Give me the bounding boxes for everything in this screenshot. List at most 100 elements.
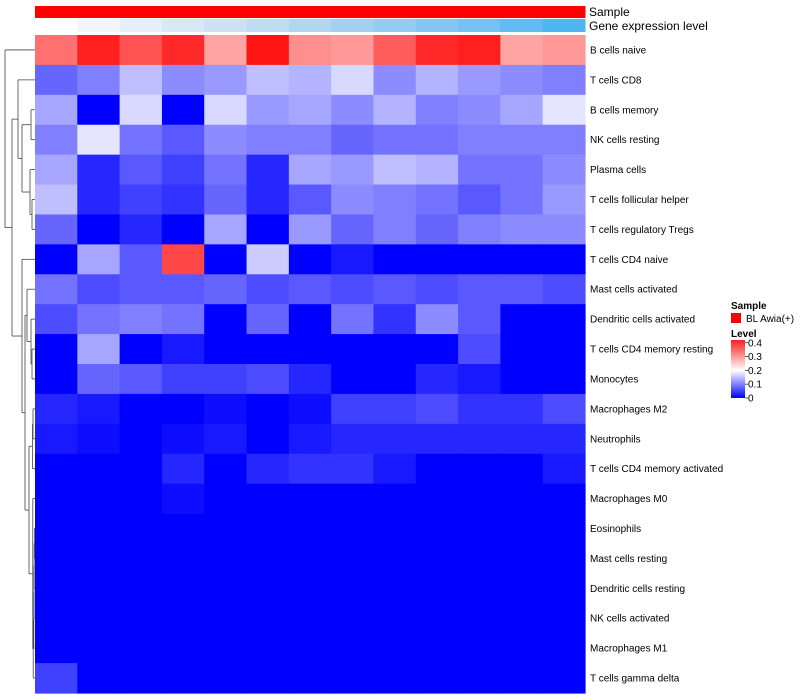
heatmap-cell bbox=[331, 244, 375, 275]
heatmap-cell bbox=[500, 543, 544, 574]
legend-level-title: Level bbox=[731, 329, 757, 340]
heatmap-cell bbox=[458, 154, 501, 186]
heatmap-cell bbox=[161, 453, 205, 485]
heatmap-cell bbox=[458, 304, 501, 335]
heatmap-cell bbox=[246, 633, 290, 664]
heatmap-cell bbox=[373, 513, 417, 545]
heatmap-cell bbox=[542, 633, 586, 664]
annotation-cell bbox=[35, 6, 78, 18]
heatmap-cell bbox=[35, 423, 78, 455]
heatmap-cell bbox=[77, 543, 121, 574]
heatmap-cell bbox=[373, 393, 417, 425]
row-label: T cells CD4 naive bbox=[590, 255, 669, 266]
heatmap-cell bbox=[119, 94, 163, 126]
heatmap-cell bbox=[119, 453, 163, 485]
heatmap-cell bbox=[246, 214, 290, 245]
heatmap-cell bbox=[77, 154, 121, 186]
heatmap-cell bbox=[77, 334, 121, 365]
heatmap-cell bbox=[77, 393, 121, 425]
annotation-cell bbox=[246, 6, 290, 18]
heatmap-cell bbox=[77, 364, 121, 395]
heatmap-cell bbox=[161, 214, 205, 245]
heatmap-cell bbox=[246, 274, 290, 305]
heatmap-cell bbox=[288, 483, 332, 515]
heatmap-cell bbox=[77, 184, 121, 216]
heatmap-cell bbox=[458, 244, 501, 275]
heatmap-cell bbox=[415, 633, 459, 664]
heatmap-cell bbox=[77, 124, 121, 156]
heatmap-cell bbox=[542, 124, 586, 156]
annotation-cell bbox=[119, 19, 163, 32]
heatmap-cell bbox=[161, 543, 205, 574]
heatmap-cell bbox=[35, 304, 78, 335]
heatmap-cell bbox=[500, 244, 544, 275]
annotation-cell bbox=[204, 19, 248, 32]
heatmap-cell bbox=[542, 663, 586, 694]
heatmap-cell bbox=[246, 423, 290, 455]
row-label: B cells memory bbox=[590, 105, 658, 116]
annotation-cell bbox=[288, 6, 332, 18]
heatmap-cell bbox=[458, 64, 501, 96]
heatmap-cell bbox=[161, 154, 205, 186]
heatmap-cell bbox=[246, 483, 290, 515]
heatmap-cell bbox=[415, 184, 459, 216]
legend-tick-label: 0 bbox=[748, 394, 754, 405]
heatmap-cell bbox=[373, 94, 417, 126]
row-label: B cells naive bbox=[590, 45, 647, 56]
legend-sample-swatch bbox=[731, 313, 741, 323]
heatmap-cell bbox=[119, 663, 163, 694]
row-label: T cells CD8 bbox=[590, 75, 642, 86]
heatmap-cell bbox=[204, 364, 248, 395]
heatmap-cell bbox=[500, 603, 544, 634]
heatmap-cell bbox=[331, 364, 375, 395]
heatmap-cell bbox=[119, 513, 163, 545]
heatmap-cell bbox=[415, 364, 459, 395]
heatmap-cell bbox=[458, 124, 501, 156]
heatmap-cell bbox=[119, 244, 163, 275]
heatmap-cell bbox=[161, 603, 205, 634]
annotation-cell bbox=[373, 19, 417, 32]
heatmap-cell bbox=[542, 573, 586, 604]
heatmap-cell bbox=[542, 154, 586, 186]
heatmap-cell bbox=[246, 334, 290, 365]
heatmap-cell bbox=[119, 214, 163, 245]
heatmap-cell bbox=[288, 364, 332, 395]
heatmap-cell bbox=[35, 453, 78, 485]
heatmap-cell bbox=[458, 513, 501, 545]
heatmap-cell bbox=[35, 124, 78, 156]
heatmap-cell bbox=[458, 483, 501, 515]
heatmap-cell bbox=[119, 334, 163, 365]
heatmap-cell bbox=[288, 94, 332, 126]
heatmap-cell bbox=[204, 154, 248, 186]
heatmap-cell bbox=[35, 663, 78, 694]
heatmap-cell bbox=[119, 35, 163, 66]
heatmap-cell bbox=[288, 35, 332, 66]
heatmap-cell bbox=[373, 573, 417, 604]
heatmap-cell bbox=[500, 633, 544, 664]
heatmap-cell bbox=[288, 423, 332, 455]
heatmap-cell bbox=[373, 364, 417, 395]
heatmap-cell bbox=[458, 453, 501, 485]
annotation-cell bbox=[161, 6, 205, 18]
heatmap-cell bbox=[373, 64, 417, 96]
annotation-cell bbox=[246, 19, 290, 32]
heatmap-cell bbox=[331, 663, 375, 694]
heatmap-cell bbox=[415, 304, 459, 335]
heatmap-cell bbox=[331, 633, 375, 664]
heatmap-cell bbox=[500, 274, 544, 305]
heatmap-cell bbox=[458, 603, 501, 634]
row-label: Mast cells activated bbox=[590, 285, 677, 296]
heatmap-cell bbox=[288, 244, 332, 275]
heatmap-cell bbox=[35, 154, 78, 186]
heatmap-cell bbox=[500, 64, 544, 96]
heatmap-cell bbox=[161, 334, 205, 365]
heatmap-cell bbox=[373, 304, 417, 335]
heatmap-cell bbox=[119, 483, 163, 515]
legend-level-colorbar bbox=[731, 340, 745, 398]
heatmap-cell bbox=[415, 94, 459, 126]
heatmap-cell bbox=[204, 543, 248, 574]
heatmap-cell bbox=[542, 483, 586, 515]
heatmap-cell bbox=[415, 35, 459, 66]
heatmap-cell bbox=[500, 423, 544, 455]
